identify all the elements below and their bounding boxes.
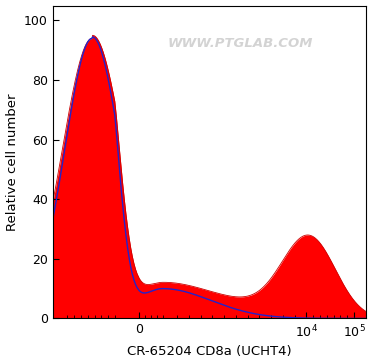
Y-axis label: Relative cell number: Relative cell number <box>6 93 19 231</box>
X-axis label: CR-65204 CD8a (UCHT4): CR-65204 CD8a (UCHT4) <box>127 345 292 359</box>
Text: WWW.PTGLAB.COM: WWW.PTGLAB.COM <box>168 37 314 50</box>
